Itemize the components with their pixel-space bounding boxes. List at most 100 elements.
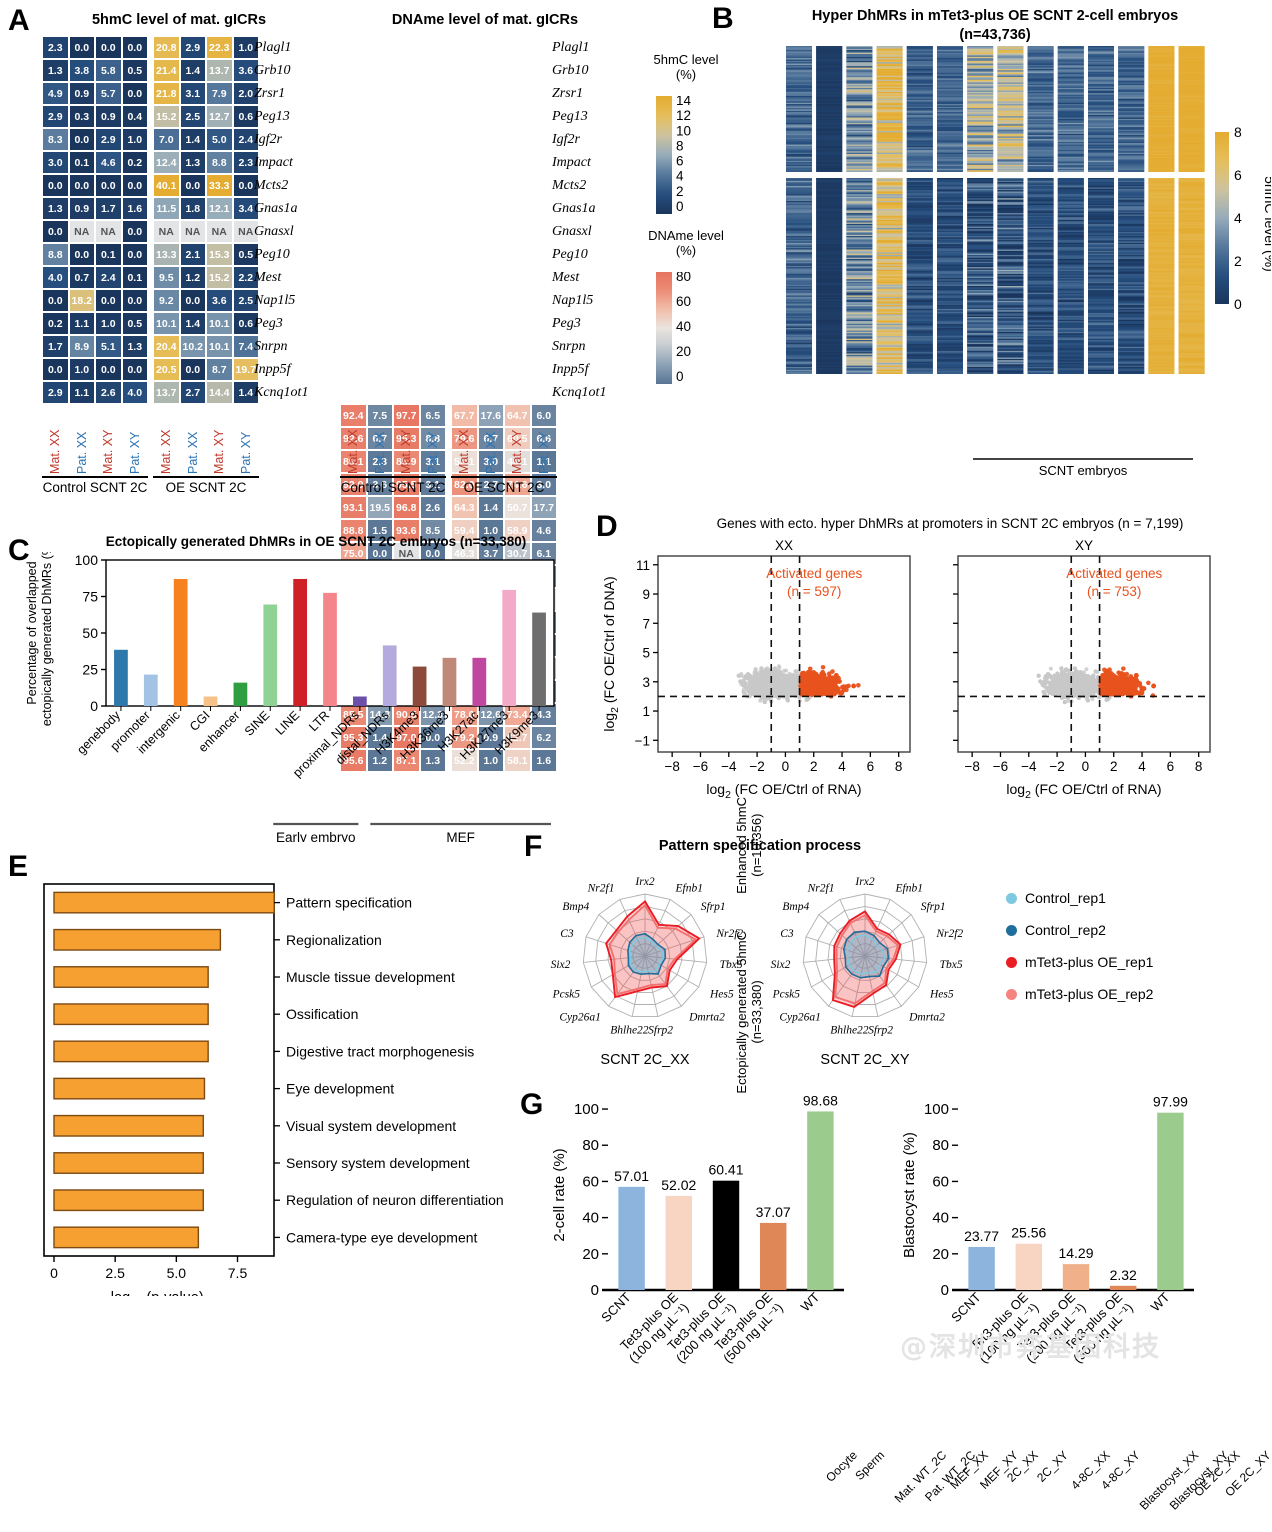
heatmap-cell: 10.2: [180, 335, 207, 358]
heatmap-cell: 20.8: [153, 36, 180, 59]
radar-axis-label: Sfrp1: [921, 901, 946, 913]
heatmap-cell: 10.1: [153, 312, 180, 335]
heatmap-cell: 5.0: [206, 128, 233, 151]
heatmap-cell: 33.3: [206, 174, 233, 197]
radar-axis-label: Dmrta2: [688, 1012, 725, 1024]
radar-axis-label: Irx2: [854, 876, 874, 888]
heatmap-cell: 1.0: [95, 312, 122, 335]
svg-text:12: 12: [676, 108, 691, 123]
gene-label: Gnasxl: [552, 220, 606, 243]
gene-label: Impact: [254, 151, 308, 174]
gene-label: Gnasxl: [254, 220, 308, 243]
svg-text:2: 2: [1234, 253, 1242, 269]
heatmap-cell: 0.0: [122, 36, 149, 59]
bar-label: Regulation of neuron differentiation: [286, 1192, 504, 1208]
svg-text:ectopically generated DhMRs (%: ectopically generated DhMRs (%): [40, 552, 54, 726]
heatmap-cell: 0.0: [95, 174, 122, 197]
heatmap-cell: 2.7: [180, 381, 207, 404]
legend-label: mTet3-plus OE_rep1: [1025, 954, 1153, 970]
column-label: Pat. XY: [239, 406, 253, 474]
heatmap-cell: 0.0: [180, 289, 207, 312]
column-label: Oocyte: [823, 1448, 860, 1485]
heatmap-cell: 21.4: [153, 59, 180, 82]
heatmap-cell: 0.5: [122, 59, 149, 82]
heatmap-cell: 21.8: [153, 82, 180, 105]
heatmap-cell: 2.9: [95, 128, 122, 151]
svg-text:40: 40: [676, 319, 691, 334]
heatmap-cell: 1.3: [180, 151, 207, 174]
group-label: OE SCNT 2C: [451, 480, 557, 495]
heatmap-cell: 1.2: [180, 266, 207, 289]
heatmap-cell: 1.3: [42, 197, 69, 220]
gene-label: Zrsr1: [254, 82, 308, 105]
column-label: Pat. XX: [186, 406, 200, 474]
heatmap-cell: 3.6: [206, 289, 233, 312]
gene-label: Plagl1: [552, 36, 606, 59]
legend-5hmc-title: 5hmC level (%): [638, 52, 734, 82]
heatmap-cell: 1.0: [122, 128, 149, 151]
heatmap-cell: NA: [95, 220, 122, 243]
gene-label: Igf2r: [552, 128, 606, 151]
svg-text:4: 4: [676, 169, 684, 184]
heatmap-cell: 0.0: [122, 174, 149, 197]
heatmap-cell: 2.9: [180, 36, 207, 59]
svg-text:8: 8: [676, 138, 684, 153]
heatmap-cell: 0.0: [69, 128, 96, 151]
watermark: @深圳市弈基因科技: [900, 1325, 1161, 1364]
svg-text:LTR: LTR: [306, 708, 332, 734]
heatmap-cell: 0.0: [122, 82, 149, 105]
heatmap-cell: 0.0: [42, 289, 69, 312]
heatmap-cell: 1.0: [69, 358, 96, 381]
radar-axis-label: Tbx5: [940, 959, 963, 971]
heatmap-cell: 10.1: [206, 312, 233, 335]
heatmap-cell: 19.5: [367, 496, 394, 519]
svg-text:50: 50: [82, 625, 98, 641]
heatmap-cell: 7.0: [153, 128, 180, 151]
bar-label: Regionalization: [286, 932, 382, 948]
heatmap-cell: 93.1: [340, 496, 367, 519]
heatmap-cell: 1.4: [478, 496, 505, 519]
svg-text:75: 75: [82, 589, 98, 605]
group-label: Control SCNT 2C: [340, 480, 446, 495]
heatmap-cell: 12.4: [153, 151, 180, 174]
gene-label: Gnas1a: [552, 197, 606, 220]
radar-axis-label: Sfrp1: [701, 901, 726, 913]
heatmap-cell: 8.3: [42, 128, 69, 151]
svg-text:SINE: SINE: [242, 708, 273, 739]
heatmap-cell: 0.9: [69, 197, 96, 220]
gene-label: Peg3: [552, 312, 606, 335]
heatmap-cell: 0.3: [69, 105, 96, 128]
heatmap-cell: 12.1: [206, 197, 233, 220]
svg-text:CGI: CGI: [187, 708, 213, 734]
heatmap-cell: 0.1: [122, 266, 149, 289]
svg-text:14: 14: [676, 96, 692, 108]
heatmap-cell: 0.0: [69, 36, 96, 59]
heatmap-cell: 2.4: [95, 266, 122, 289]
heatmap-cell: 1.7: [42, 335, 69, 358]
svg-text:60: 60: [676, 294, 691, 309]
scnt-bracket-label: SCNT embryos: [973, 463, 1193, 478]
heatmap-cell: 3.8: [69, 59, 96, 82]
gene-label: Igf2r: [254, 128, 308, 151]
heatmap-cell: 2.6: [420, 496, 447, 519]
group-label: OE SCNT 2C: [153, 480, 259, 495]
radar-axis-label: Pcsk5: [772, 989, 801, 1001]
legend-label: Control_rep1: [1025, 890, 1106, 906]
gene-label: Plagl1: [254, 36, 308, 59]
gene-label: Kcnq1ot1: [254, 381, 308, 404]
svg-text:8: 8: [1234, 124, 1242, 140]
column-label: Mat. XY: [212, 406, 226, 474]
heatmap-cell: 0.9: [95, 105, 122, 128]
heatmap-cell: 20.5: [153, 358, 180, 381]
gene-label: Inpp5f: [254, 358, 308, 381]
column-label: Sperm: [853, 1448, 888, 1483]
heatmap-cell: NA: [153, 220, 180, 243]
heatmap-cell: 8.9: [69, 335, 96, 358]
scnt-bracket: [973, 458, 1193, 460]
heatmap-cell: NA: [206, 220, 233, 243]
gene-label: Kcnq1ot1: [552, 381, 606, 404]
heatmap-cell: 0.4: [122, 105, 149, 128]
gene-label: Nap1l5: [552, 289, 606, 312]
